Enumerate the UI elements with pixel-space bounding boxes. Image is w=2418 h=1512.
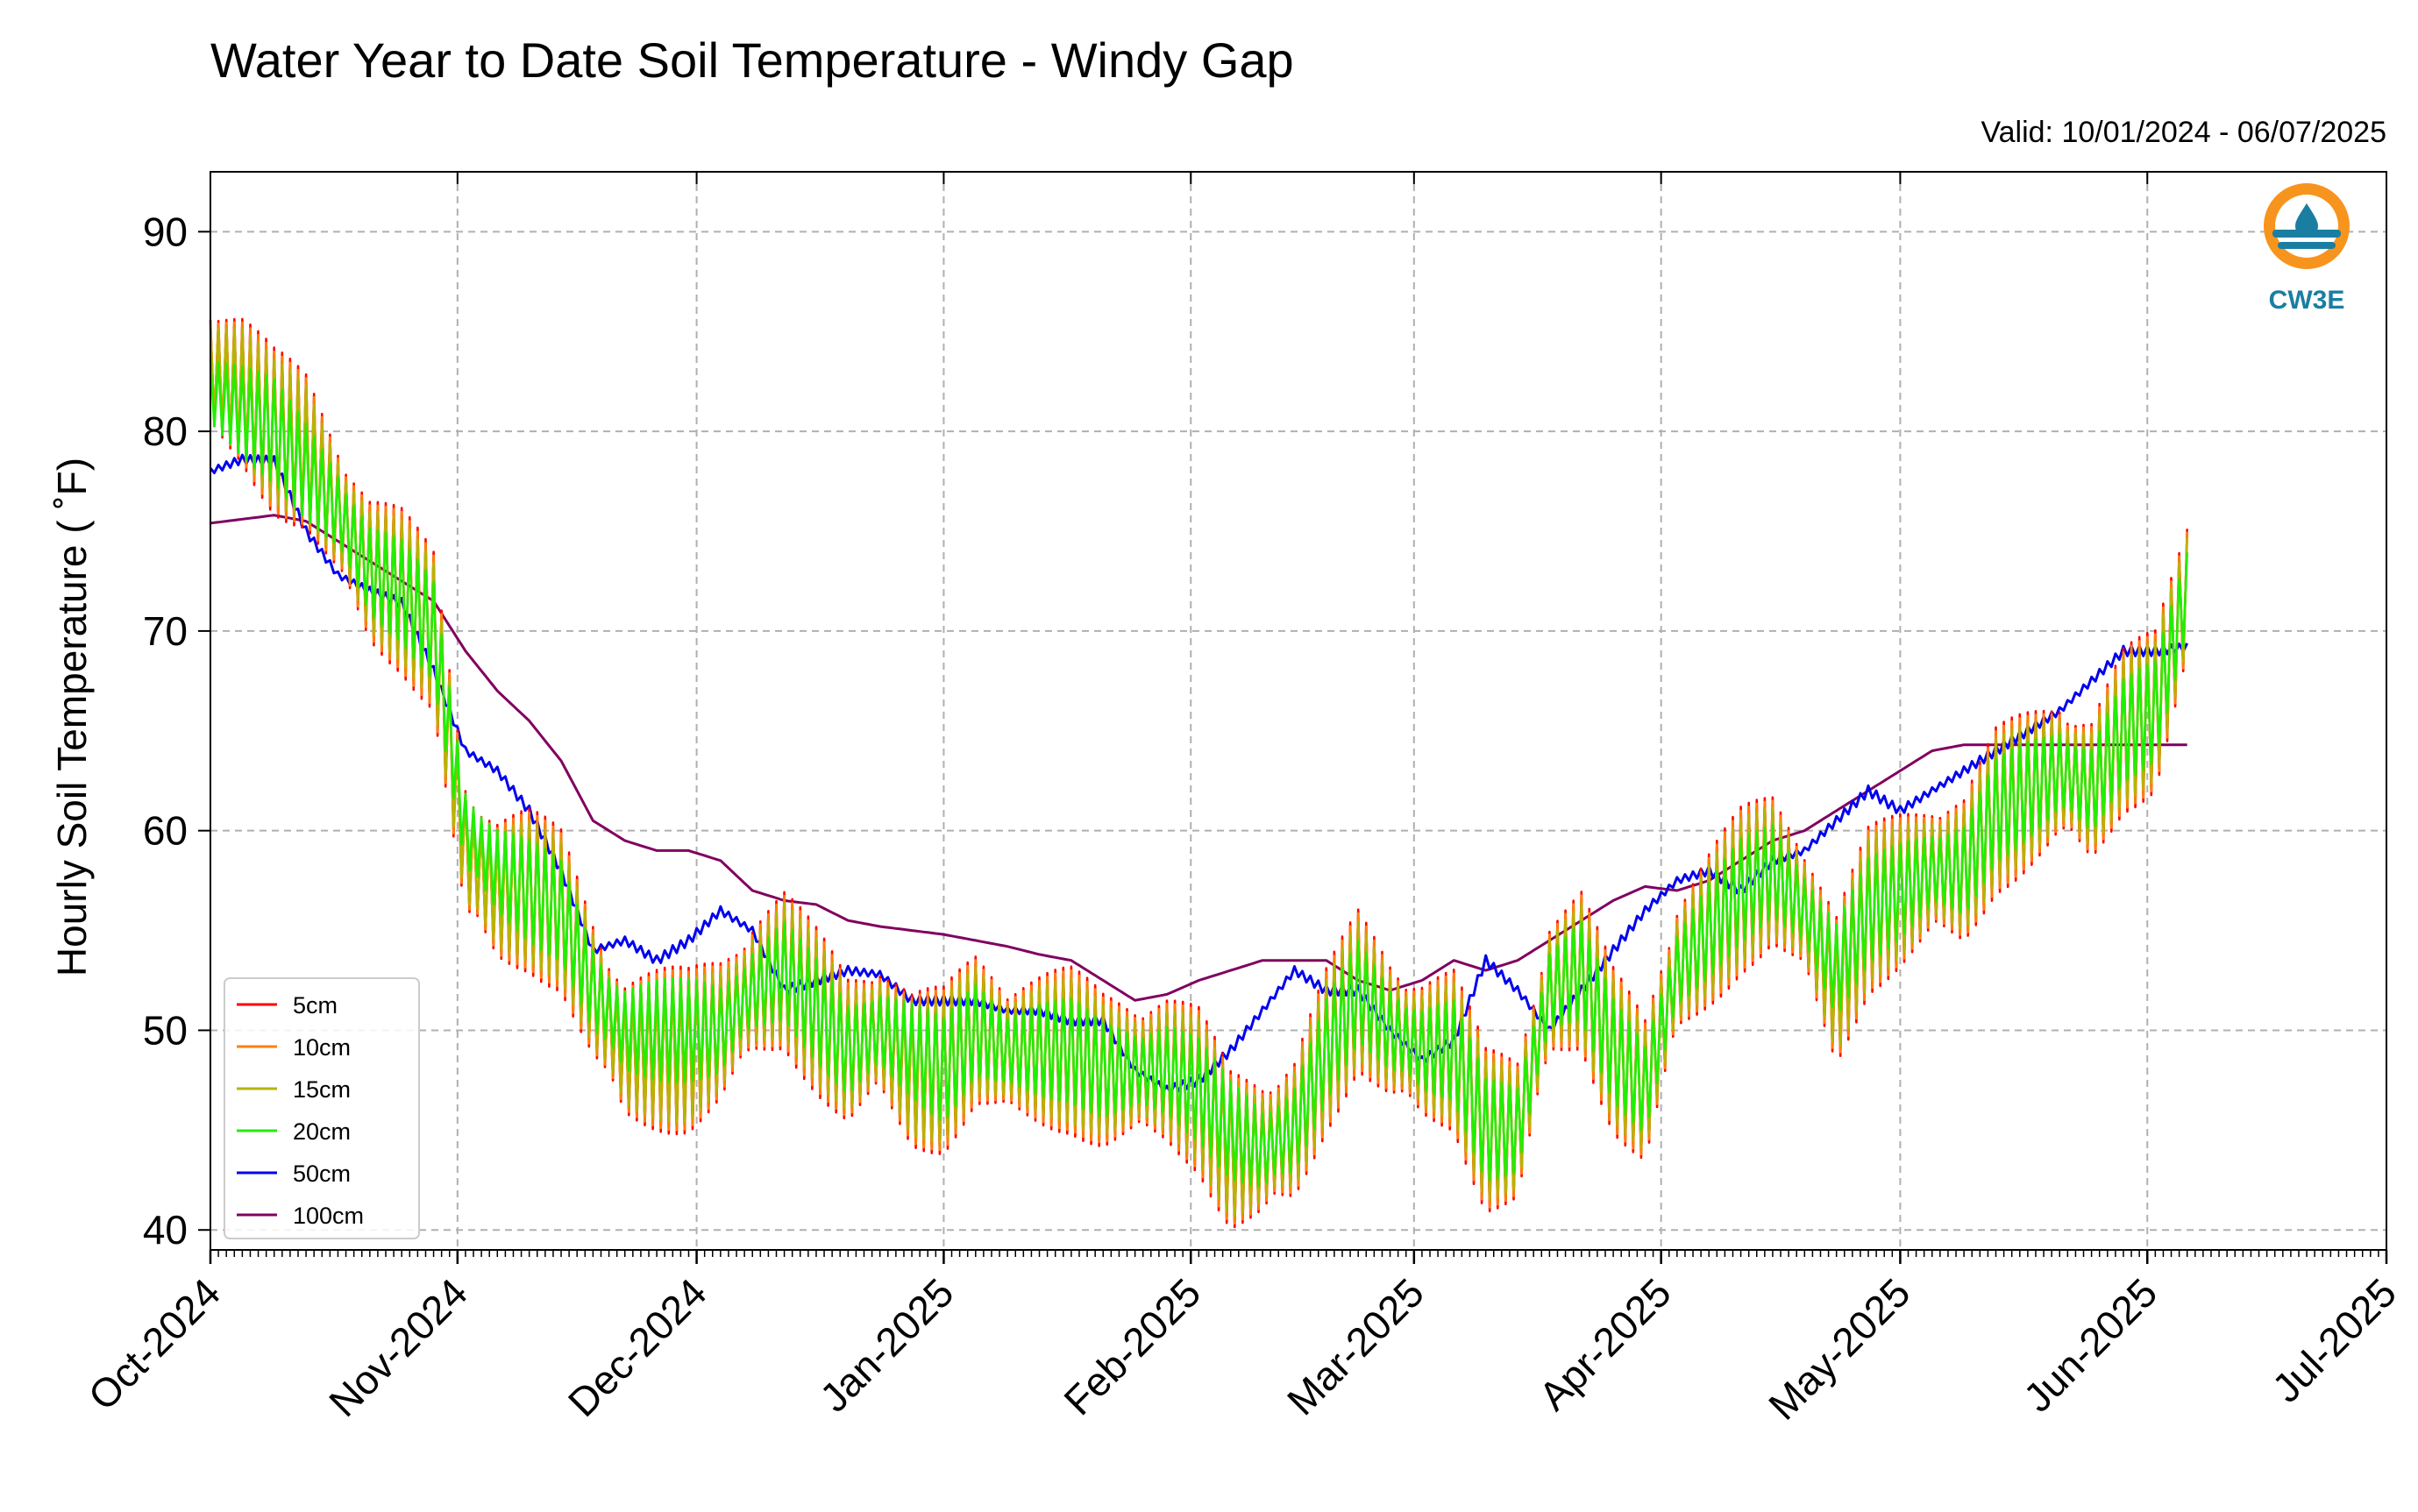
legend-label: 50cm	[293, 1161, 351, 1187]
legend-label: 10cm	[293, 1034, 351, 1061]
x-tick-label: Oct-2024	[80, 1269, 230, 1419]
y-tick-label: 50	[143, 1007, 188, 1053]
y-tick-label: 60	[143, 808, 188, 854]
legend: 5cm 10cm 15cm 20cm 50cm 100cm	[224, 977, 420, 1239]
series-line-5cm	[209, 317, 2188, 1229]
series-lines	[209, 317, 2189, 1229]
y-axis-label: Hourly Soil Temperature ( ˚F)	[49, 458, 95, 976]
x-tick-label: Jan-2025	[811, 1269, 962, 1420]
y-tick-label: 70	[143, 608, 188, 654]
legend-label: 15cm	[293, 1076, 351, 1103]
cw3e-logo: CW3E	[2264, 183, 2350, 315]
x-tick-label: Apr-2025	[1530, 1269, 1680, 1419]
y-tick-label: 80	[143, 408, 188, 454]
plot-frame	[210, 171, 2387, 1251]
x-tick-label: Jul-2025	[2264, 1269, 2406, 1411]
y-tick-label: 40	[143, 1207, 188, 1253]
grid	[210, 172, 2387, 1250]
x-tick-label: Jun-2025	[2015, 1269, 2166, 1420]
cw3e-logo-icon	[2264, 183, 2350, 269]
y-tick-label: 90	[143, 209, 188, 254]
x-tick-label: Nov-2024	[320, 1269, 476, 1425]
series-line-20cm	[209, 359, 2188, 1188]
series-line-10cm	[209, 321, 2188, 1225]
cw3e-logo-text: CW3E	[2269, 286, 2345, 315]
legend-label: 5cm	[293, 992, 338, 1019]
series-line-100cm	[210, 514, 2187, 1002]
legend-label: 20cm	[293, 1118, 351, 1145]
series-line-50cm	[209, 453, 2189, 1095]
x-tick-label: Dec-2024	[559, 1269, 715, 1425]
x-tick-label: May-2025	[1760, 1269, 1918, 1428]
chart-title: Water Year to Date Soil Temperature - Wi…	[210, 32, 1294, 88]
series-line-15cm	[209, 327, 2188, 1217]
x-tick-label: Feb-2025	[1055, 1269, 1209, 1423]
chart-subtitle: Valid: 10/01/2024 - 06/07/2025	[1981, 116, 2386, 149]
x-tick-label: Mar-2025	[1278, 1269, 1433, 1423]
legend-label: 100cm	[293, 1203, 364, 1229]
